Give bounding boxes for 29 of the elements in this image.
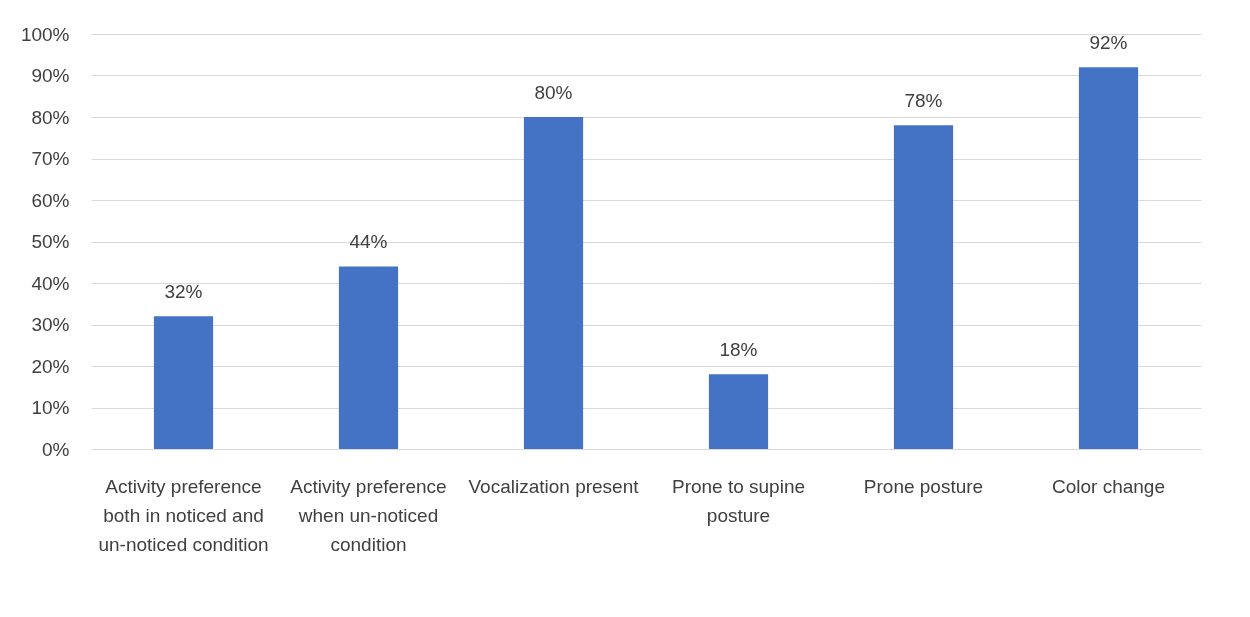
data-label: 44% — [349, 231, 388, 253]
x-tick-label: Activity preference both in noticed and un-noticed condition — [98, 475, 269, 555]
data-label: 78% — [904, 90, 943, 112]
bar — [708, 374, 769, 449]
y-tick-label: 40% — [31, 272, 70, 294]
x-tick-label: Color change — [1051, 475, 1166, 497]
y-tick-label: 10% — [31, 397, 70, 418]
y-tick-label: 90% — [31, 65, 70, 86]
bar — [338, 266, 399, 449]
y-tick-label: 70% — [31, 148, 70, 169]
bar — [523, 117, 584, 449]
y-tick-label: 60% — [31, 189, 70, 211]
bar — [153, 316, 214, 449]
bar — [1078, 67, 1139, 449]
data-label: 18% — [719, 339, 758, 361]
data-label: 92% — [1089, 32, 1128, 54]
y-tick-label: 0% — [42, 438, 70, 460]
y-tick-label: 100% — [20, 23, 70, 45]
x-tick-label: Prone to supine posture — [671, 475, 806, 526]
data-label: 80% — [534, 82, 573, 103]
x-tick-label: Activity preference when un-noticed condition — [290, 475, 447, 555]
x-tick-label: Vocalization present — [468, 475, 640, 497]
y-tick-label: 80% — [31, 106, 70, 128]
y-tick-label: 20% — [31, 355, 70, 377]
bar — [893, 125, 954, 449]
data-label: 32% — [164, 281, 203, 303]
y-tick-label: 50% — [31, 231, 70, 252]
x-tick-label: Prone posture — [863, 475, 984, 497]
y-tick-label: 30% — [31, 314, 70, 335]
